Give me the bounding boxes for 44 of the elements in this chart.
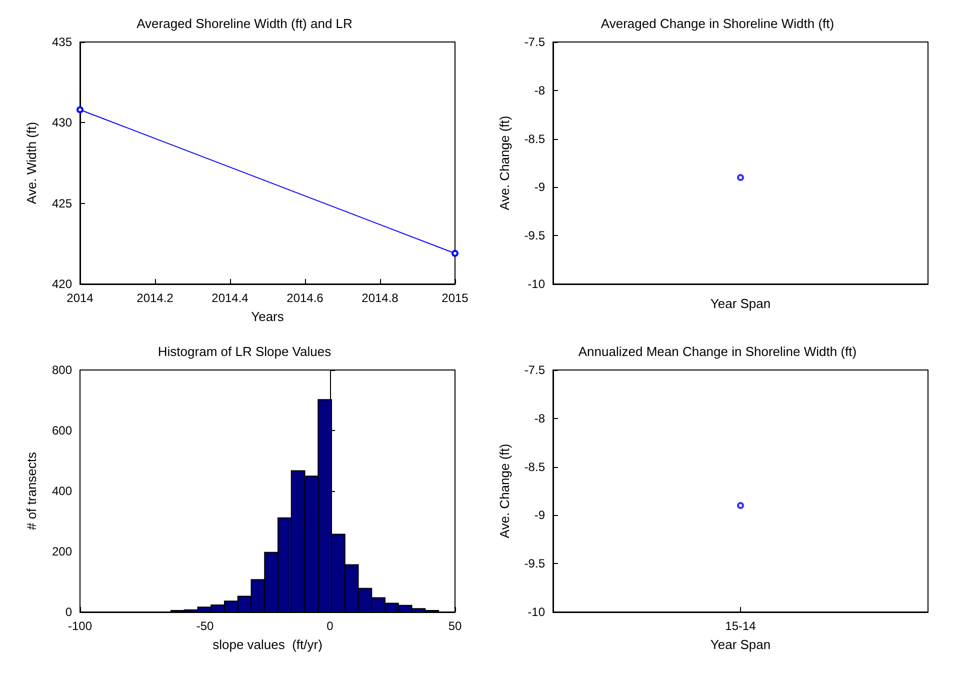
y-tick-label: 400 bbox=[52, 484, 72, 498]
y-tick-label: 0 bbox=[65, 605, 72, 619]
y-axis-title: Ave. Change (ft) bbox=[497, 116, 512, 210]
y-tick-label: -7.5 bbox=[524, 363, 546, 377]
y-tick-label: -7.5 bbox=[524, 35, 546, 49]
y-tick-label: 430 bbox=[52, 116, 72, 130]
y-tick-label: -8 bbox=[534, 411, 546, 426]
y-axis-title: Ave. Width (ft) bbox=[24, 122, 39, 204]
y-tick-label: -8.5 bbox=[524, 460, 546, 474]
y-tick-label: 800 bbox=[52, 363, 72, 377]
x-tick-label: 2014.4 bbox=[212, 291, 249, 305]
y-tick-label: -9 bbox=[534, 180, 546, 194]
x-axis-title: slope values (ft/yr) bbox=[212, 637, 322, 652]
y-tick-label: -10 bbox=[528, 605, 546, 619]
x-tick-label: -100 bbox=[68, 619, 92, 633]
chart-title: Averaged Shoreline Width (ft) and LR bbox=[136, 16, 352, 31]
x-axis-title: Year Span bbox=[710, 296, 771, 311]
x-tick-label: 2014.6 bbox=[286, 291, 324, 305]
x-axis-title: Year Span bbox=[710, 637, 771, 652]
x-tick-label: 2014.8 bbox=[362, 291, 399, 305]
x-tick-label: 2015 bbox=[442, 291, 469, 305]
chart-title: Histogram of LR Slope Values bbox=[158, 344, 332, 359]
chart-title: Annualized Mean Change in Shoreline Width (ft) bbox=[578, 344, 857, 359]
x-tick-label: 2014.2 bbox=[136, 291, 174, 305]
y-tick-label: -9.5 bbox=[524, 556, 546, 571]
y-tick-label: -9.5 bbox=[524, 228, 546, 243]
x-tick-label: 15-14 bbox=[725, 619, 756, 633]
y-tick-label: -8.5 bbox=[524, 132, 546, 146]
y-tick-label: 200 bbox=[52, 544, 72, 558]
y-tick-label: 425 bbox=[52, 196, 72, 210]
y-tick-label: -10 bbox=[528, 277, 546, 291]
y-tick-label: -9 bbox=[534, 508, 546, 522]
y-tick-label: 420 bbox=[52, 277, 72, 291]
y-tick-label: -8 bbox=[534, 83, 546, 98]
x-tick-label: -50 bbox=[196, 619, 214, 633]
y-tick-label: 600 bbox=[52, 424, 72, 438]
y-tick-label: 435 bbox=[52, 35, 72, 49]
x-tick-label: 2014 bbox=[66, 291, 94, 305]
y-axis-title: Ave. Change (ft) bbox=[497, 444, 512, 538]
chart-title: Averaged Change in Shoreline Width (ft) bbox=[600, 16, 834, 31]
x-tick-label: 50 bbox=[448, 619, 462, 633]
y-axis-title: # of transects bbox=[24, 451, 39, 530]
x-axis-title: Years bbox=[251, 309, 284, 324]
x-tick-label: 0 bbox=[326, 619, 334, 633]
